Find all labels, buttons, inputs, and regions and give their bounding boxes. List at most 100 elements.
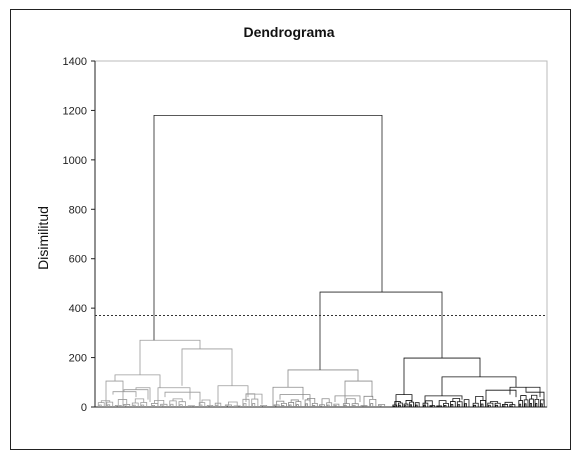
- cluster-link: [344, 380, 373, 407]
- cluster-link: [424, 395, 463, 407]
- leaf-link: [510, 405, 513, 407]
- leaf-link: [141, 404, 145, 407]
- leaf-link: [398, 404, 401, 407]
- leaf-link: [274, 405, 278, 407]
- cluster-link: [157, 387, 191, 407]
- leaf-link: [346, 398, 356, 404]
- leaf-link: [134, 398, 145, 403]
- leaf-link: [261, 405, 264, 407]
- leaf-link: [509, 404, 516, 407]
- leaf-link: [495, 404, 499, 407]
- leaf-link: [333, 403, 340, 407]
- leaf-link: [361, 406, 365, 407]
- y-tick-label: 200: [69, 353, 87, 365]
- y-tick-label: 1200: [63, 105, 87, 117]
- leaf-link: [290, 399, 299, 403]
- leaf-link: [334, 405, 337, 407]
- leaf-link: [463, 399, 470, 407]
- leaf-link: [312, 404, 316, 407]
- cluster-link: [272, 386, 304, 407]
- leaf-link: [457, 404, 461, 407]
- cluster-link: [112, 391, 137, 398]
- leaf-link: [251, 398, 259, 407]
- leaf-link: [201, 399, 211, 406]
- leaf-link: [327, 404, 330, 407]
- cluster-link: [217, 385, 249, 407]
- leaf-link: [225, 405, 229, 407]
- cluster-link: [287, 369, 359, 388]
- leaf-link: [206, 405, 214, 407]
- leaf-link: [199, 404, 203, 407]
- leaf-link: [518, 403, 522, 407]
- leaf-link: [425, 400, 433, 406]
- leaf-link: [464, 403, 467, 407]
- leaf-link: [473, 404, 477, 407]
- leaf-link: [475, 395, 484, 404]
- leaf-link: [529, 403, 532, 407]
- upper-link: [319, 291, 443, 370]
- leaf-link: [319, 405, 323, 407]
- leaf-link: [352, 405, 356, 407]
- leaf-link: [430, 405, 433, 407]
- leaf-link: [487, 402, 494, 407]
- leaf-link: [311, 402, 318, 407]
- chart-title: Dendrograma: [243, 24, 334, 40]
- leaf-link: [423, 404, 426, 407]
- leaf-link: [288, 404, 292, 407]
- leaf-link: [307, 397, 316, 404]
- leaf-link: [151, 404, 155, 407]
- cluster-link: [485, 389, 517, 407]
- leaf-link: [489, 401, 499, 404]
- cluster-link: [135, 387, 151, 403]
- leaf-link: [480, 400, 486, 407]
- cluster-link: [334, 395, 361, 403]
- leaf-link: [154, 399, 165, 405]
- leaf-link: [414, 402, 420, 407]
- y-tick-label: 600: [69, 254, 87, 266]
- leaf-link: [404, 405, 407, 407]
- leaf-link: [234, 406, 238, 407]
- leaf-link: [100, 400, 111, 403]
- cluster-link: [105, 380, 124, 407]
- leaf-link: [502, 405, 506, 407]
- leaf-link: [379, 405, 382, 407]
- y-tick-label: 0: [81, 402, 87, 414]
- leaf-link: [520, 395, 527, 401]
- leaf-link: [363, 395, 374, 406]
- y-tick-label: 1000: [63, 155, 87, 167]
- leaf-link: [228, 401, 238, 406]
- leaf-link: [281, 404, 285, 407]
- leaf-link: [98, 404, 102, 407]
- cluster-link: [139, 339, 201, 375]
- leaf-link: [252, 403, 256, 407]
- leaf-link: [534, 398, 540, 407]
- leaf-link: [188, 406, 192, 407]
- leaf-link: [531, 394, 538, 400]
- leaf-link: [472, 402, 479, 407]
- cluster-link: [525, 387, 545, 405]
- leaf-link: [273, 404, 280, 407]
- leaf-link: [321, 398, 330, 405]
- root-link: [153, 114, 383, 341]
- leaf-link: [245, 393, 256, 400]
- leaf-link: [393, 405, 396, 407]
- leaf-link: [276, 400, 285, 405]
- leaf-link: [450, 404, 454, 407]
- leaf-link: [370, 403, 374, 407]
- leaf-link: [540, 403, 543, 407]
- leaf-link: [132, 404, 136, 407]
- leaf-link: [480, 403, 484, 407]
- leaf-link: [438, 400, 447, 406]
- leaf-link: [443, 404, 447, 407]
- leaf-link: [124, 405, 128, 407]
- y-tick-label: 400: [69, 303, 87, 315]
- leaf-link: [394, 401, 401, 405]
- leaf-link: [115, 405, 119, 407]
- y-tick-label: 800: [69, 204, 87, 216]
- leaf-link: [296, 404, 299, 407]
- cluster-link: [181, 348, 233, 386]
- leaf-link: [123, 404, 131, 407]
- leaf-link: [436, 405, 442, 407]
- cluster-link: [395, 394, 413, 407]
